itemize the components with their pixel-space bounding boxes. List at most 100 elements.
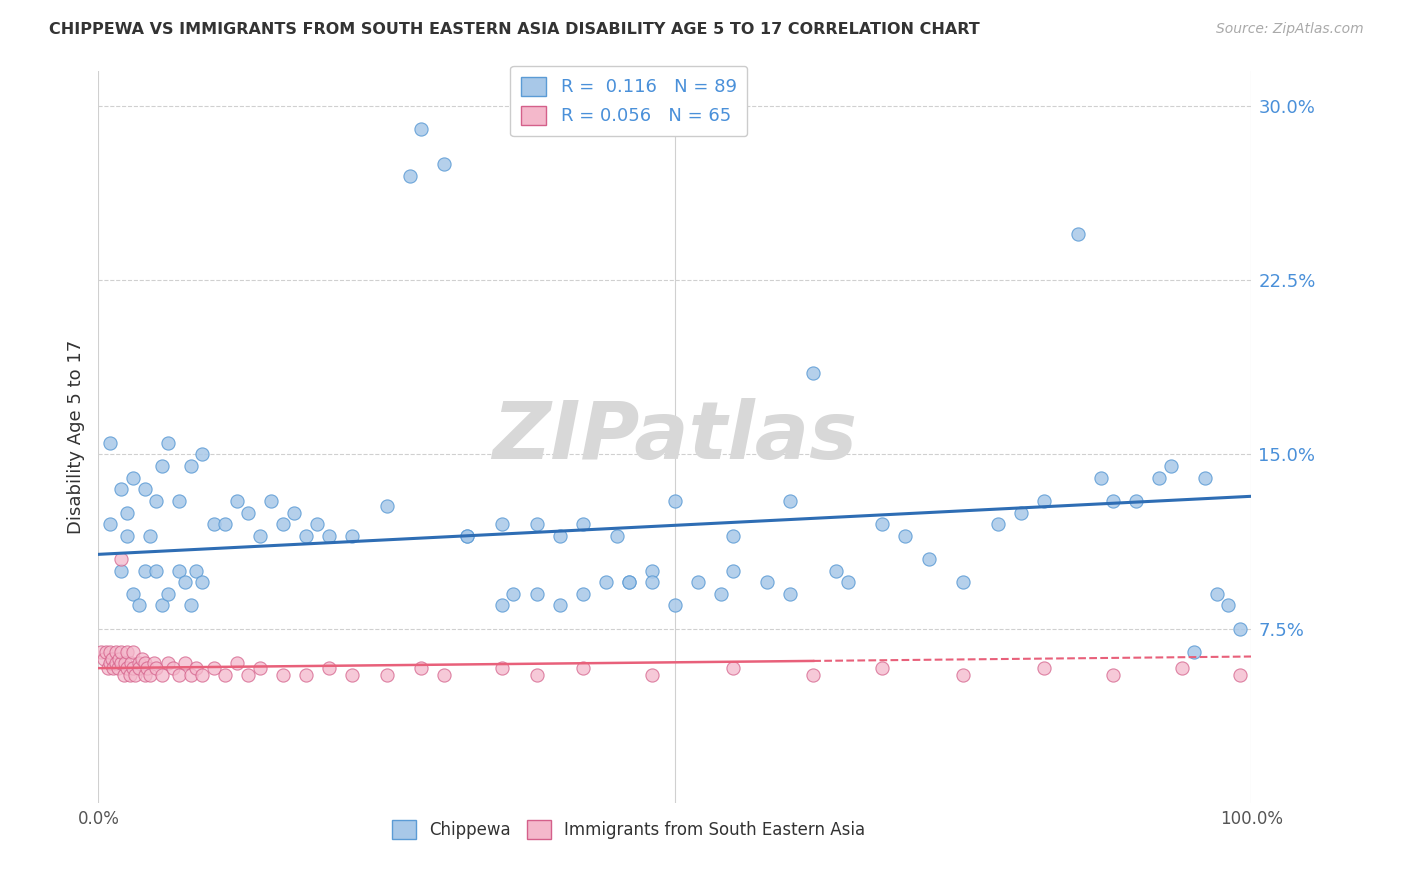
Point (238, 506, 260, 520)
Point (1205, 587, 1227, 601)
Point (571, 517, 593, 532)
Text: ZIPatlas: ZIPatlas (492, 398, 858, 476)
Point (1218, 599, 1240, 613)
Point (191, 668, 214, 682)
Point (122, 587, 145, 601)
Point (571, 661, 593, 675)
Point (801, 366, 824, 380)
Point (779, 494, 801, 508)
Point (491, 599, 513, 613)
Point (142, 657, 165, 671)
Point (1182, 645, 1205, 659)
Point (131, 652, 153, 666)
Point (145, 564, 167, 578)
Point (180, 668, 202, 682)
Point (167, 564, 190, 578)
Point (110, 552, 132, 566)
Point (114, 657, 136, 671)
Point (307, 517, 329, 532)
Point (1010, 506, 1032, 520)
Point (96, 645, 118, 659)
Point (180, 599, 202, 613)
Point (917, 552, 939, 566)
Point (825, 564, 848, 578)
Point (1229, 622, 1251, 636)
Point (433, 157, 456, 171)
Point (756, 575, 779, 590)
Point (271, 517, 294, 532)
Point (120, 657, 142, 671)
Point (98, 517, 121, 532)
Point (134, 668, 156, 682)
Point (150, 668, 173, 682)
Point (1102, 668, 1125, 682)
Point (502, 587, 524, 601)
Point (139, 668, 162, 682)
Point (156, 587, 179, 601)
Point (139, 529, 162, 543)
Legend: Chippewa, Immigrants from South Eastern Asia: Chippewa, Immigrants from South Eastern … (385, 814, 872, 846)
Point (318, 661, 340, 675)
Point (1147, 471, 1170, 485)
Point (93, 652, 115, 666)
Point (1160, 459, 1182, 474)
Point (167, 668, 190, 682)
Point (318, 529, 340, 543)
Point (894, 529, 917, 543)
Point (872, 517, 894, 532)
Point (162, 661, 184, 675)
Point (375, 499, 398, 513)
Point (110, 657, 132, 671)
Point (191, 448, 214, 462)
Point (411, 661, 433, 675)
Text: CHIPPEWA VS IMMIGRANTS FROM SOUTH EASTERN ASIA DISABILITY AGE 5 TO 17 CORRELATIO: CHIPPEWA VS IMMIGRANTS FROM SOUTH EASTER… (49, 22, 980, 37)
Point (1032, 494, 1054, 508)
Point (779, 587, 801, 601)
Point (664, 599, 686, 613)
Y-axis label: Disability Age 5 to 17: Disability Age 5 to 17 (66, 340, 84, 534)
Point (124, 668, 146, 682)
Point (104, 645, 127, 659)
Point (186, 564, 208, 578)
Point (1125, 494, 1147, 508)
Point (491, 661, 513, 675)
Point (110, 483, 132, 497)
Point (108, 652, 131, 666)
Point (571, 587, 593, 601)
Point (117, 661, 139, 675)
Point (295, 668, 318, 682)
Point (548, 599, 571, 613)
Point (107, 661, 129, 675)
Point (174, 657, 197, 671)
Point (104, 657, 127, 671)
Point (1032, 661, 1054, 675)
Point (641, 564, 664, 578)
Point (202, 661, 225, 675)
Point (952, 668, 974, 682)
Point (180, 459, 202, 474)
Point (249, 661, 271, 675)
Point (174, 575, 197, 590)
Point (340, 529, 363, 543)
Point (987, 517, 1010, 532)
Point (214, 668, 236, 682)
Point (686, 575, 709, 590)
Point (214, 517, 236, 532)
Text: Source: ZipAtlas.com: Source: ZipAtlas.com (1216, 22, 1364, 37)
Point (118, 668, 141, 682)
Point (110, 564, 132, 578)
Point (135, 661, 157, 675)
Point (156, 657, 179, 671)
Point (664, 494, 686, 508)
Point (295, 529, 318, 543)
Point (117, 506, 139, 520)
Point (90, 645, 112, 659)
Point (721, 564, 744, 578)
Point (110, 645, 132, 659)
Point (145, 661, 167, 675)
Point (103, 661, 125, 675)
Point (186, 661, 208, 675)
Point (606, 529, 628, 543)
Point (375, 668, 398, 682)
Point (191, 575, 214, 590)
